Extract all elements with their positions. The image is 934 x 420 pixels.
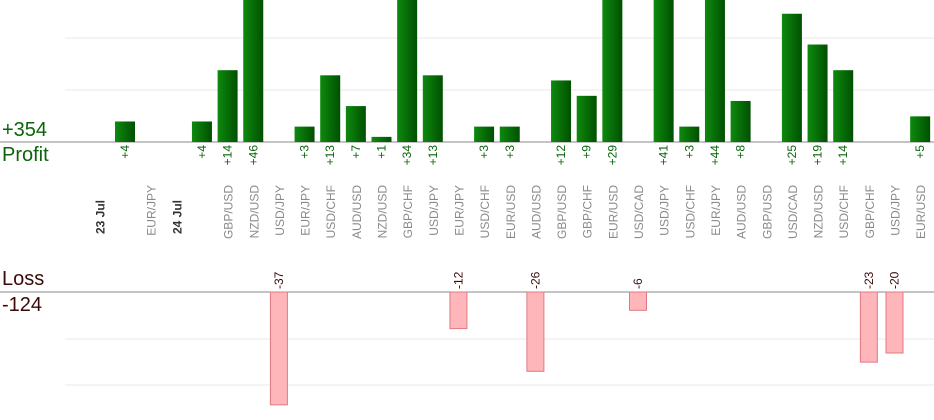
category-labels: 23 Jul EUR/JPY 24 Jul GBP/USD NZD/USD USD/JPY…: [93, 185, 928, 239]
category-label: USD/JPY: [273, 185, 287, 236]
category-label: USD/CAD: [786, 185, 800, 239]
loss-value-label: -23: [862, 271, 876, 289]
category-label: EUR/USD: [504, 185, 518, 239]
profit-value-label: +8: [734, 145, 748, 159]
category-label: USD/CHF: [837, 185, 851, 238]
category-label: GBP/USD: [760, 185, 774, 239]
loss-value-label: -20: [888, 271, 902, 289]
profit-value-label: +46: [246, 145, 260, 166]
loss-value-label: -12: [451, 271, 465, 289]
profit-bar: [115, 121, 135, 142]
category-label: EUR/JPY: [452, 185, 466, 236]
profit-bar: [653, 0, 674, 142]
loss-bar: [449, 291, 468, 330]
loss-value-label: -6: [631, 278, 645, 289]
profit-bar: [807, 44, 828, 142]
profit-value-label: +19: [811, 145, 825, 166]
category-label: GBP/USD: [222, 185, 236, 239]
value-labels: +4 +4 +14 +46 +3 +13 +7 +1 +34 +13 +3 +3 +12 +9 +29 +41…: [118, 145, 927, 289]
profit-value-label: +4: [195, 145, 209, 159]
category-label: USD/CHF: [683, 185, 697, 238]
loss-label: Loss: [2, 268, 45, 290]
category-label: AUD/USD: [529, 185, 543, 239]
category-label: NZD/USD: [247, 185, 261, 239]
profit-value-label: +14: [221, 145, 235, 166]
category-label: EUR/JPY: [145, 185, 159, 236]
category-label: USD/CAD: [632, 185, 646, 239]
profit-value-label: +4: [118, 145, 132, 159]
profit-total: +354: [2, 119, 48, 141]
bars: [115, 0, 931, 406]
category-label: USD/CHF: [324, 185, 338, 238]
profit-label: Profit: [2, 144, 49, 166]
profit-value-label: +3: [477, 145, 491, 159]
profit-bar: [320, 75, 341, 142]
profit-value-label: +13: [426, 145, 440, 166]
category-label: USD/JPY: [889, 185, 903, 236]
category-label: AUD/USD: [735, 185, 749, 239]
profit-bar: [474, 126, 495, 142]
category-label: GBP/CHF: [863, 185, 877, 238]
profit-bar: [217, 70, 238, 142]
category-label: USD/JPY: [658, 185, 672, 236]
category-label: GBP/USD: [555, 185, 569, 239]
profit-value-label: +13: [323, 145, 337, 166]
profit-bar: [294, 126, 315, 142]
profit-bar: [833, 70, 854, 142]
profit-value-label: +29: [605, 145, 619, 166]
profit-bar: [679, 126, 700, 142]
profit-value-label: +9: [580, 145, 594, 159]
profit-bar: [704, 0, 725, 142]
profit-bar: [730, 100, 751, 142]
loss-total: -124: [2, 294, 43, 316]
loss-bar: [885, 291, 904, 354]
loss-value-label: -37: [272, 271, 286, 289]
profit-value-label: +44: [708, 145, 722, 166]
category-label: USD/CHF: [478, 185, 492, 238]
profit-bar: [191, 121, 212, 142]
date-label: 24 Jul: [170, 200, 184, 234]
profit-bar: [602, 0, 623, 142]
profit-value-label: +34: [400, 145, 414, 166]
loss-value-label: -26: [528, 271, 542, 289]
profit-value-label: +3: [682, 145, 696, 159]
category-label: NZD/USD: [812, 185, 826, 239]
category-label: AUD/USD: [350, 185, 364, 239]
profit-value-label: +41: [657, 145, 671, 166]
category-label: EUR/USD: [914, 185, 928, 239]
profit-bar: [345, 106, 366, 142]
category-label: EUR/JPY: [299, 185, 313, 236]
profit-value-label: +14: [836, 145, 850, 166]
category-label: GBP/CHF: [401, 185, 415, 238]
profit-value-label: +1: [375, 145, 389, 159]
loss-bar: [526, 291, 545, 372]
profit-bar: [422, 75, 443, 142]
profit-value-label: +7: [349, 145, 363, 159]
category-label: EUR/JPY: [709, 185, 723, 236]
loss-bar: [629, 291, 647, 311]
profit-value-label: +3: [298, 145, 312, 159]
profit-bar: [576, 95, 597, 142]
profit-value-label: +12: [554, 145, 568, 166]
category-label: USD/JPY: [427, 185, 441, 236]
date-label: 23 Jul: [93, 200, 107, 234]
profit-value-label: +25: [785, 145, 799, 166]
profit-bar: [781, 13, 802, 142]
profit-bar: [243, 0, 264, 142]
profit-bar: [371, 136, 392, 142]
profit-value-label: +5: [913, 145, 927, 159]
loss-bar: [269, 291, 288, 406]
category-label: GBP/CHF: [581, 185, 595, 238]
category-label: EUR/USD: [606, 185, 620, 239]
profit-value-label: +3: [503, 145, 517, 159]
profit-bar: [551, 80, 572, 142]
category-label: NZD/USD: [376, 185, 390, 239]
profit-bar: [499, 126, 520, 142]
loss-bar: [859, 291, 878, 363]
profit-bar: [910, 116, 931, 142]
profit-bar: [397, 0, 418, 142]
